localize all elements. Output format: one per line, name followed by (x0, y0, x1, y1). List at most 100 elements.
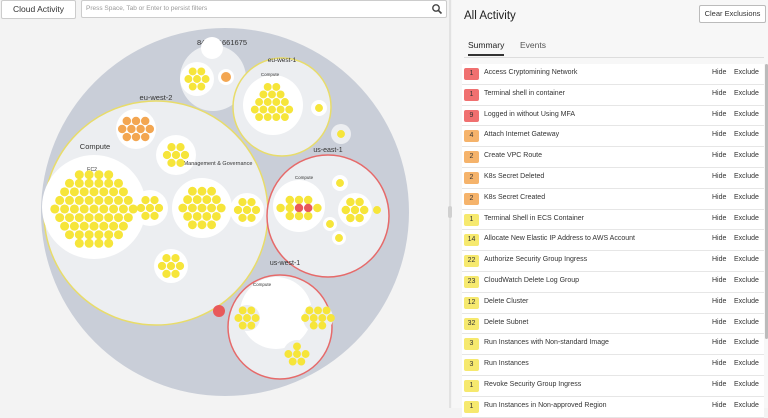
resource-node[interactable] (99, 221, 109, 231)
resource-node[interactable] (280, 113, 289, 122)
tab-summary[interactable]: Summary (468, 40, 505, 56)
activity-row[interactable]: 9 Logged in without Using MFA Hide Exclude (462, 105, 764, 127)
resource-node[interactable] (192, 195, 202, 205)
resource-node[interactable] (109, 187, 119, 197)
resource-node[interactable] (355, 197, 364, 207)
exclude-button[interactable]: Exclude (734, 401, 759, 409)
resource-node[interactable] (336, 179, 344, 187)
resource-node[interactable] (99, 204, 109, 214)
resource-node[interactable] (79, 187, 89, 197)
resource-node[interactable] (247, 306, 256, 315)
hide-button[interactable]: Hide (712, 276, 727, 284)
list-scrollbar[interactable] (765, 64, 768, 339)
resource-node[interactable] (74, 238, 84, 248)
resource-node[interactable] (309, 321, 318, 330)
resource-node[interactable] (167, 142, 176, 152)
resource-node[interactable] (305, 306, 314, 315)
activity-row[interactable]: 1 Terminal Shell in ECS Container Hide Excl… (462, 209, 764, 231)
hide-button[interactable]: Hide (712, 214, 727, 222)
resource-node[interactable] (154, 203, 164, 213)
exclude-button[interactable]: Exclude (734, 297, 759, 305)
resource-node[interactable] (184, 75, 193, 83)
resource-node[interactable] (315, 104, 323, 112)
exclude-button[interactable]: Exclude (734, 235, 759, 243)
hide-button[interactable]: Hide (712, 152, 727, 160)
activity-name[interactable]: Run Instances (484, 360, 529, 368)
resource-node[interactable] (202, 211, 212, 221)
resource-node[interactable] (123, 195, 133, 205)
activity-name[interactable]: Attach Internet Gateway (484, 131, 560, 139)
resource-node[interactable] (104, 230, 114, 240)
activity-row[interactable]: 2 Create VPC Route Hide Exclude (462, 147, 764, 168)
resource-node[interactable] (314, 306, 322, 315)
resource-node[interactable] (131, 116, 141, 126)
activity-row[interactable]: 14 Allocate New Elastic IP Address to AWS… (462, 230, 764, 252)
exclude-button[interactable]: Exclude (734, 214, 759, 222)
resource-node[interactable] (109, 221, 119, 231)
resource-node[interactable] (104, 170, 114, 180)
resource-node[interactable] (183, 211, 193, 221)
hide-button[interactable]: Hide (712, 297, 727, 305)
resource-node[interactable] (276, 105, 285, 114)
exclude-button[interactable]: Exclude (734, 339, 759, 347)
activity-name[interactable]: Access Cryptomining Network (484, 69, 578, 76)
resource-node[interactable] (69, 187, 79, 197)
resource-node[interactable] (187, 203, 197, 213)
resource-node[interactable] (150, 195, 159, 205)
resource-node[interactable] (207, 203, 217, 213)
resource-node[interactable] (84, 170, 94, 180)
hide-button[interactable]: Hide (712, 380, 727, 388)
resource-node[interactable] (183, 195, 193, 205)
activity-row[interactable]: 12 Delete Cluster Hide Exclude (462, 292, 764, 314)
bubble-chart[interactable]: 845151661675 eu-west-2 Compute EC2 Manag… (0, 20, 450, 408)
resource-node[interactable] (188, 82, 197, 91)
resource-node[interactable] (94, 230, 104, 240)
resource-node[interactable] (84, 238, 94, 248)
resource-node[interactable] (89, 187, 99, 197)
resource-node[interactable] (89, 221, 99, 231)
resource-node[interactable] (99, 187, 109, 197)
hide-button[interactable]: Hide (712, 360, 727, 368)
resource-node[interactable] (251, 314, 260, 322)
resource-node[interactable] (162, 253, 171, 263)
resource-node[interactable] (268, 90, 276, 99)
resource-node[interactable] (162, 150, 172, 160)
activity-name[interactable]: Run Instances in Non-approved Region (484, 401, 607, 409)
resource-node[interactable] (346, 213, 355, 223)
hide-button[interactable]: Hide (712, 401, 727, 409)
resource-node[interactable] (74, 170, 84, 180)
resource-node[interactable] (104, 238, 114, 248)
resource-node[interactable] (84, 230, 94, 240)
resource-node[interactable] (197, 203, 207, 213)
resource-node[interactable] (293, 342, 301, 351)
resource-node[interactable] (79, 204, 89, 214)
resource-node[interactable] (294, 211, 304, 221)
exclude-button[interactable]: Exclude (734, 380, 759, 388)
resource-node[interactable] (192, 211, 202, 221)
resource-node[interactable] (238, 321, 247, 330)
resource-node[interactable] (234, 314, 243, 322)
resource-node[interactable] (259, 90, 268, 99)
exclude-button[interactable]: Exclude (734, 360, 759, 368)
hide-button[interactable]: Hide (712, 89, 727, 97)
resource-node[interactable] (216, 203, 226, 213)
activity-row[interactable]: 2 K8s Secret Deleted Hide Exclude (462, 167, 764, 189)
activity-name[interactable]: CloudWatch Delete Log Group (484, 276, 580, 284)
resource-node[interactable] (373, 206, 381, 214)
resource-node[interactable] (272, 113, 281, 122)
resource-node[interactable] (187, 220, 197, 230)
resource-node[interactable] (141, 195, 150, 205)
resource-node[interactable] (337, 130, 345, 138)
resource-node[interactable] (285, 195, 295, 205)
clear-exclusions-button[interactable]: Clear Exclusions (699, 5, 766, 23)
hide-button[interactable]: Hide (712, 339, 727, 347)
resource-node[interactable] (326, 220, 334, 228)
exclude-button[interactable]: Exclude (734, 193, 759, 201)
activity-row[interactable]: 1 Revoke Security Group Ingress Hide Exclud… (462, 375, 764, 397)
resource-node[interactable] (322, 306, 331, 315)
resource-node[interactable] (74, 230, 84, 240)
resource-node[interactable] (197, 67, 206, 76)
hide-button[interactable]: Hide (712, 318, 727, 326)
activity-name[interactable]: Create VPC Route (484, 152, 542, 160)
resource-node[interactable] (288, 357, 297, 366)
